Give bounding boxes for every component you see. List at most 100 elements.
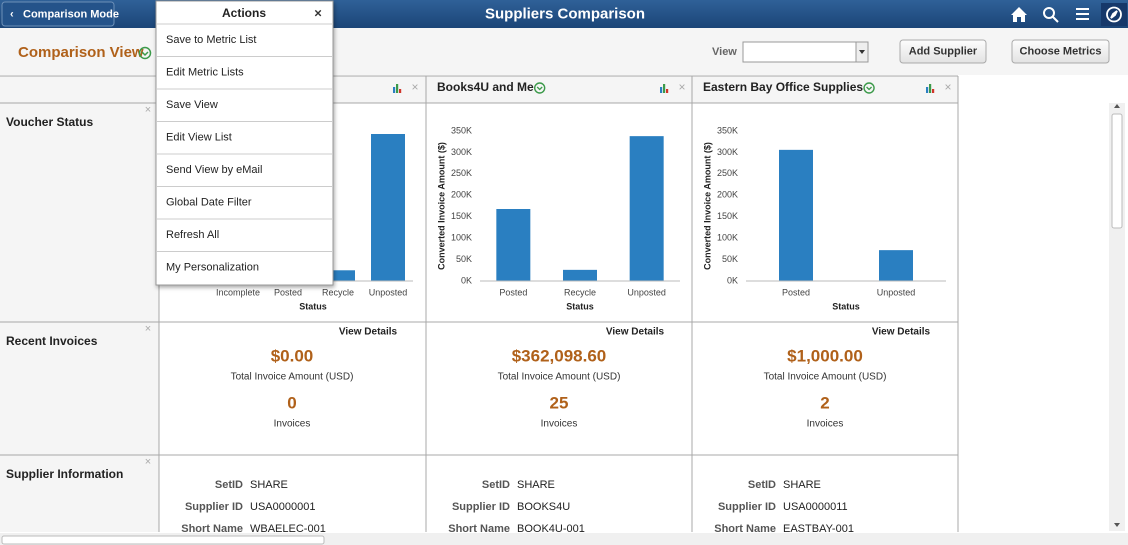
total-amount-label: Total Invoice Amount (USD) [764, 372, 887, 383]
back-arrow: ‹ [10, 8, 14, 20]
x-tick-label: Unposted [877, 287, 916, 297]
y-tick-label: 0K [727, 275, 738, 285]
row-label: Supplier Information [6, 467, 123, 481]
y-tick-label: 50K [456, 254, 472, 264]
menu-item[interactable]: Save to Metric List [166, 34, 256, 46]
info-label: SetID [748, 479, 776, 491]
bar[interactable] [321, 270, 355, 281]
bar[interactable] [496, 209, 531, 281]
x-axis-title: Status [832, 301, 860, 311]
menu-item[interactable]: Refresh All [166, 229, 219, 241]
info-value: WBAELEC-001 [250, 523, 326, 535]
view-title: Comparison View [18, 44, 144, 61]
info-label: Supplier ID [185, 501, 243, 513]
invoice-count-label: Invoices [541, 419, 578, 430]
chart-type-icon[interactable] [666, 89, 669, 93]
view-dropdown-chevron [141, 51, 149, 57]
menu-item[interactable]: Edit View List [166, 131, 232, 143]
y-axis-title: Converted Invoice Amount ($) [702, 142, 712, 270]
v-scroll-thumb[interactable] [1111, 113, 1123, 229]
y-tick-label: 150K [717, 211, 738, 221]
x-tick-label: Unposted [627, 287, 666, 297]
add-supplier-label: Add Supplier [909, 45, 978, 57]
column-remove[interactable]: × [411, 80, 418, 94]
column-dropdown-icon[interactable] [863, 82, 875, 94]
v-scroll-up[interactable] [1114, 104, 1120, 108]
info-label: Supplier ID [718, 501, 776, 513]
column-dropdown-icon[interactable] [533, 82, 546, 94]
total-amount: $362,098.60 [512, 346, 607, 365]
x-tick-label: Posted [274, 287, 302, 297]
info-value: SHARE [783, 479, 821, 491]
actions-menu: Actions × Save to Metric List Edit Metric… [155, 0, 334, 286]
bar[interactable] [879, 250, 913, 281]
y-tick-label: 350K [717, 125, 738, 135]
menu-title: Actions [222, 6, 266, 20]
invoice-count-label: Invoices [807, 419, 844, 430]
view-select[interactable] [742, 41, 869, 63]
view-dropdown-icon[interactable] [138, 46, 152, 60]
menu-item[interactable]: Save View [166, 99, 218, 111]
comparison-mode-button[interactable] [1, 1, 115, 27]
choose-metrics-button[interactable] [1011, 39, 1110, 64]
h-scroll-thumb[interactable] [1, 535, 325, 545]
chart-type-icon[interactable] [396, 84, 399, 93]
view-details-link[interactable]: View Details [872, 327, 931, 338]
y-tick-label: 100K [451, 233, 472, 243]
invoice-count-label: Invoices [274, 419, 311, 430]
x-axis-title: Status [299, 301, 327, 311]
bar[interactable] [371, 134, 405, 281]
total-amount: $0.00 [271, 346, 314, 365]
menu-item[interactable]: Global Date Filter [166, 196, 252, 208]
menu-close[interactable]: × [314, 5, 322, 20]
chart-type-icon[interactable] [663, 84, 666, 93]
menu-item[interactable]: My Personalization [166, 261, 259, 273]
menu-icon[interactable] [1076, 8, 1089, 20]
chart-type-icon[interactable] [929, 84, 932, 93]
x-tick-label: Recycle [564, 287, 596, 297]
info-value: USA0000001 [250, 501, 315, 513]
info-label: SetID [482, 479, 510, 491]
view-details-link[interactable]: View Details [339, 327, 398, 338]
chart-type-icon[interactable] [399, 89, 402, 93]
bar[interactable] [779, 149, 813, 281]
x-tick-label: Posted [499, 287, 527, 297]
y-tick-label: 250K [717, 168, 738, 178]
bar[interactable] [563, 269, 597, 281]
column-remove[interactable]: × [678, 80, 685, 94]
column-remove[interactable]: × [944, 80, 951, 94]
column-dropdown-chevron [536, 86, 543, 91]
navbar-icon[interactable] [1106, 6, 1122, 23]
chart-type-icon[interactable] [660, 87, 663, 93]
bar[interactable] [629, 136, 664, 281]
row-remove[interactable]: × [145, 104, 151, 116]
menu-item[interactable]: Edit Metric Lists [166, 66, 244, 78]
y-tick-label: 200K [717, 190, 738, 200]
info-value: USA0000011 [783, 501, 848, 513]
view-select-caret [859, 50, 865, 54]
y-tick-label: 300K [717, 147, 738, 157]
chart-type-icon[interactable] [393, 87, 396, 93]
v-scroll-down[interactable] [1114, 523, 1120, 527]
search-icon[interactable] [1043, 7, 1059, 23]
y-tick-label: 50K [722, 254, 738, 264]
info-value: SHARE [250, 479, 288, 491]
row-label-column [0, 76, 159, 532]
info-value: BOOK4U-001 [517, 523, 585, 535]
column-dropdown-chevron [866, 86, 873, 91]
invoice-count: 25 [550, 393, 569, 412]
menu-item[interactable]: Send View by eMail [166, 164, 262, 176]
x-tick-label: Unposted [369, 287, 408, 297]
row-remove[interactable]: × [145, 456, 151, 468]
x-tick-label: Recycle [322, 287, 354, 297]
add-supplier-button[interactable] [899, 39, 987, 64]
row-remove[interactable]: × [145, 323, 151, 335]
view-details-link[interactable]: View Details [606, 327, 665, 338]
total-amount-label: Total Invoice Amount (USD) [231, 372, 354, 383]
home-icon[interactable] [1011, 7, 1027, 22]
chart-type-icon[interactable] [926, 87, 929, 93]
info-label: Supplier ID [452, 501, 510, 513]
chart-type-icon[interactable] [932, 89, 935, 93]
grid-bottom-mask [0, 532, 1128, 533]
